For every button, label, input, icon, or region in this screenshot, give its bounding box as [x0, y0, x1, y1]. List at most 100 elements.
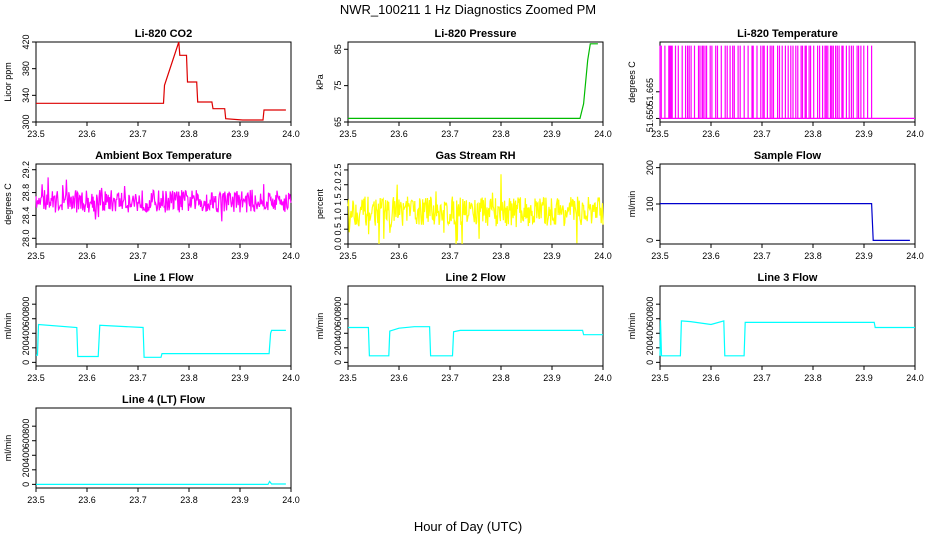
series-line: [659, 45, 915, 119]
y-tick-label: 800: [21, 419, 31, 434]
y-tick-label: 100: [645, 196, 655, 211]
plot-frame: [659, 285, 916, 367]
x-tick-label: 23.9: [231, 129, 249, 139]
y-tick-label: 600: [21, 433, 31, 448]
y-tick-label: 28.4: [21, 207, 31, 225]
x-tick-label: 23.7: [441, 373, 459, 383]
chart-panel-9: Line 3 Flow 23.5 23.6 23.7 23.8 23.9 24.0 0 2004…: [627, 272, 924, 383]
x-tick-label: 23.5: [651, 129, 669, 139]
y-tick-label: 200: [645, 160, 655, 175]
y-axis-label: ml/min: [627, 313, 637, 340]
x-tick-label: 23.5: [651, 251, 669, 261]
x-tick-label: 23.9: [231, 373, 249, 383]
series-line: [348, 43, 598, 119]
chart-panel-7: Line 1 Flow 23.5 23.6 23.7 23.8 23.9 24.0 0 2004…: [3, 272, 300, 383]
series-line: [36, 480, 286, 485]
y-tick-label: 0.5: [333, 223, 343, 236]
y-tick-label: 1.0: [333, 208, 343, 221]
y-axis-label: ml/min: [627, 191, 637, 218]
x-tick-label: 23.8: [492, 129, 510, 139]
y-axis-label: ml/min: [3, 435, 13, 462]
y-tick-label: 600: [333, 311, 343, 326]
chart-panel-6: Sample Flow 23.5 23.6 23.7 23.8 23.9 24.0 0 100 2…: [627, 150, 924, 261]
x-axis-title: Hour of Day (UTC): [414, 519, 522, 534]
y-tick-label: 0: [21, 482, 31, 487]
plot-frame: [347, 285, 604, 367]
y-axis-label: degrees C: [627, 61, 637, 103]
y-axis-label: Licor ppm: [3, 62, 13, 102]
chart-panel-3: Li-820 Temperature 23.5 23.6 23.7 23.8 23.9 24…: [627, 28, 924, 139]
panel-title: Li-820 Temperature: [737, 28, 838, 40]
x-tick-label: 23.7: [753, 251, 771, 261]
x-tick-label: 23.6: [390, 251, 408, 261]
y-tick-label: 200: [333, 340, 343, 355]
x-tick-label: 23.8: [492, 251, 510, 261]
y-tick-label: 0.0: [333, 238, 343, 251]
x-tick-label: 24.0: [594, 373, 612, 383]
y-axis-label: ml/min: [3, 313, 13, 340]
x-tick-label: 23.6: [78, 495, 96, 505]
x-tick-label: 23.5: [339, 251, 357, 261]
series-line: [35, 177, 292, 222]
series-line: [347, 174, 604, 245]
y-tick-label: 200: [21, 340, 31, 355]
x-tick-label: 24.0: [594, 129, 612, 139]
x-tick-label: 23.6: [702, 129, 720, 139]
chart-panel-2: Li-820 Pressure 23.5 23.6 23.7 23.8 23.9 24.0 6…: [315, 28, 612, 139]
y-tick-label: 800: [333, 297, 343, 312]
x-tick-label: 23.5: [27, 129, 45, 139]
y-axis-label: degrees C: [3, 183, 13, 225]
y-tick-label: 200: [645, 340, 655, 355]
x-tick-label: 23.9: [231, 251, 249, 261]
panel-title: Line 4 (LT) Flow: [122, 394, 205, 406]
panel-title: Li-820 Pressure: [435, 28, 517, 40]
chart-panel-5: Gas Stream RH 23.5 23.6 23.7 23.8 23.9 24.0 0.0…: [315, 150, 612, 261]
y-tick-label: 600: [645, 311, 655, 326]
x-tick-label: 23.5: [651, 373, 669, 383]
series-line: [659, 320, 915, 357]
y-tick-label: 28.8: [21, 184, 31, 202]
y-tick-label: 0: [333, 360, 343, 365]
y-tick-label: 51.665: [645, 78, 655, 106]
y-tick-label: 0: [21, 360, 31, 365]
x-tick-label: 23.9: [855, 129, 873, 139]
y-tick-label: 340: [21, 88, 31, 103]
x-tick-label: 23.9: [543, 129, 561, 139]
panel-title: Line 1 Flow: [134, 272, 194, 284]
y-tick-label: 400: [333, 326, 343, 341]
x-tick-label: 23.8: [180, 129, 198, 139]
y-tick-label: 400: [21, 448, 31, 463]
x-tick-label: 23.7: [753, 373, 771, 383]
x-tick-label: 23.5: [339, 129, 357, 139]
y-tick-label: 28.0: [21, 230, 31, 248]
series-line: [36, 323, 286, 358]
panel-title: Ambient Box Temperature: [95, 150, 232, 162]
x-tick-label: 23.6: [702, 251, 720, 261]
x-tick-label: 23.7: [441, 251, 459, 261]
x-tick-label: 24.0: [594, 251, 612, 261]
plot-frame: [35, 41, 292, 123]
x-tick-label: 24.0: [282, 251, 300, 261]
y-tick-label: 2.5: [333, 164, 343, 177]
x-tick-label: 23.7: [129, 373, 147, 383]
y-tick-label: 800: [645, 297, 655, 312]
x-tick-label: 23.6: [78, 129, 96, 139]
x-tick-label: 23.8: [804, 373, 822, 383]
x-tick-label: 23.6: [390, 129, 408, 139]
x-tick-label: 23.7: [129, 495, 147, 505]
y-axis-label: percent: [315, 188, 325, 219]
x-tick-label: 23.8: [180, 495, 198, 505]
panel-title: Gas Stream RH: [435, 150, 515, 162]
plot-frame: [35, 407, 292, 489]
panel-title: Line 2 Flow: [446, 272, 506, 284]
y-tick-label: 0: [645, 238, 655, 243]
chart-panel-10: Line 4 (LT) Flow 23.5 23.6 23.7 23.8 23.9 24.0…: [3, 394, 300, 505]
x-tick-label: 23.9: [543, 373, 561, 383]
x-tick-label: 23.6: [78, 373, 96, 383]
y-tick-label: 0: [645, 360, 655, 365]
y-tick-label: 200: [21, 462, 31, 477]
x-tick-label: 23.6: [702, 373, 720, 383]
y-tick-label: 300: [21, 114, 31, 129]
x-tick-label: 23.8: [492, 373, 510, 383]
